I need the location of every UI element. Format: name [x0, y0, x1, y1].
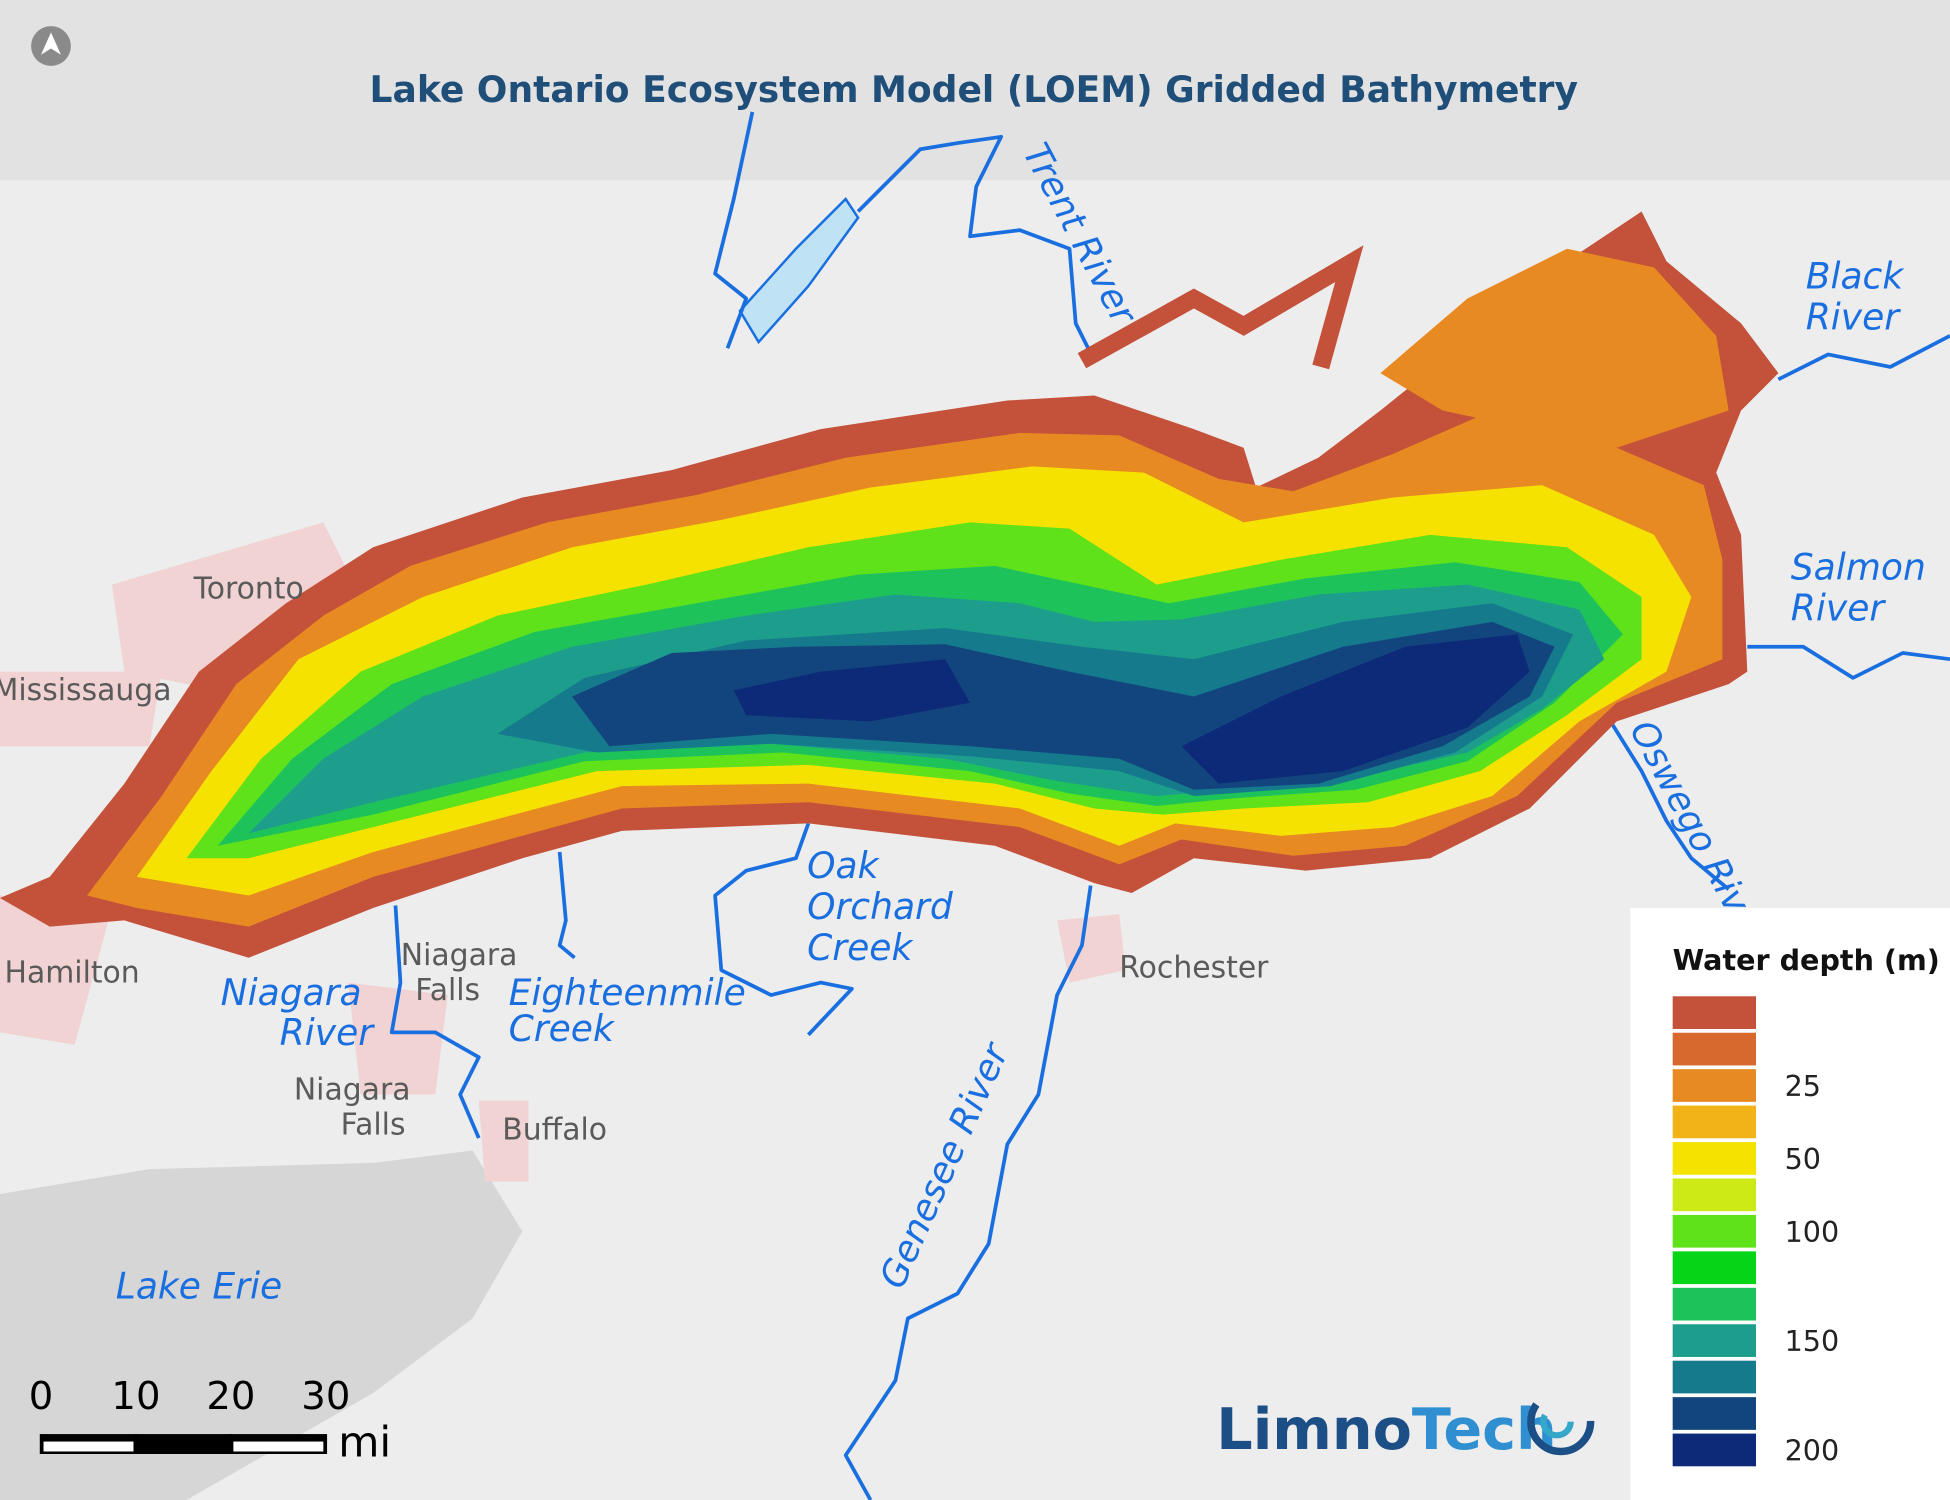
- legend-label: 100: [1785, 1215, 1840, 1249]
- logo: LimnoTech: [1216, 1397, 1557, 1463]
- scale-bar-label: 30: [301, 1374, 350, 1419]
- depth-band: [1181, 634, 1530, 784]
- legend-swatch: [1672, 1324, 1756, 1357]
- place-label-line: Niagara: [294, 1073, 411, 1108]
- legend-swatch: [1672, 1287, 1756, 1321]
- scale-bar-label: 10: [111, 1374, 160, 1419]
- legend-label: 150: [1785, 1324, 1840, 1358]
- legend-swatch: [1672, 1214, 1756, 1248]
- river: [389, 905, 481, 1139]
- legend-swatch: [1672, 996, 1756, 1029]
- lake: [738, 197, 860, 345]
- river: [1777, 334, 1950, 382]
- river: [713, 111, 755, 349]
- water-label-line: River: [1791, 588, 1887, 630]
- north-arrow-head: [41, 32, 61, 55]
- legend-label: 25: [1785, 1069, 1821, 1103]
- urban-area: [1057, 914, 1126, 983]
- river: [713, 822, 854, 1037]
- legend-title: Water depth (m): [1673, 943, 1940, 977]
- legend: Water depth (m) 25 50 100 150 200: [1630, 907, 1950, 1500]
- water-label: Black River: [1806, 256, 1915, 339]
- logo-part: Limno: [1216, 1397, 1412, 1463]
- logo-ring: [1527, 1388, 1595, 1456]
- logo-ring: [1540, 1404, 1574, 1439]
- water-label: Lake Erie: [116, 1266, 282, 1308]
- legend-swatch: [1672, 1360, 1756, 1394]
- legend-swatch: [1672, 1142, 1756, 1175]
- water-label: Oak Orchard Creek: [807, 845, 964, 969]
- water-label-line: River: [1806, 297, 1902, 339]
- water-label-line: Creek: [509, 1008, 616, 1050]
- river: [1747, 644, 1950, 680]
- legend-swatch: [1672, 1251, 1756, 1285]
- map-title: Lake Ontario Ecosystem Model (LOEM) Grid…: [370, 69, 1578, 111]
- place-label-line: Falls: [341, 1107, 406, 1142]
- river: [856, 134, 1097, 362]
- scale-bar-segment: [43, 1441, 134, 1452]
- place-label: Rochester: [1119, 951, 1269, 986]
- place-label: Hamilton: [5, 956, 140, 991]
- water-label: Niagara River: [221, 972, 376, 1054]
- river: [557, 851, 576, 960]
- place-label: Mississauga: [0, 673, 172, 708]
- rivers: [389, 111, 1950, 1500]
- logo-mark: [1527, 1388, 1595, 1456]
- legend-swatch: [1672, 1433, 1756, 1467]
- water-label-line: Oak: [807, 845, 880, 887]
- legend-swatch: [1672, 1069, 1756, 1102]
- title-band: [0, 0, 1950, 181]
- scale-bar-label: 20: [206, 1374, 255, 1419]
- urban-areas: [0, 522, 1126, 1182]
- scale-bar-segment: [233, 1441, 324, 1452]
- water-label: Salmon River: [1791, 547, 1937, 630]
- place-label: Buffalo: [502, 1112, 607, 1147]
- water-label-line: Black: [1806, 256, 1906, 298]
- place-label-line: Niagara: [401, 938, 518, 973]
- water-label-line: Creek: [807, 927, 914, 969]
- river: [1608, 720, 1730, 891]
- urban-area: [348, 982, 448, 1095]
- water-label-line: Orchard: [807, 886, 954, 928]
- scale-bar-label: 0: [29, 1374, 54, 1419]
- legend-swatch: [1672, 1397, 1756, 1430]
- legend-swatch: [1672, 1032, 1756, 1066]
- legend-label: 50: [1785, 1142, 1821, 1176]
- place-label: Toronto: [193, 571, 304, 606]
- water-label: Eighteenmile Creek: [509, 972, 758, 1050]
- water-label-line: Niagara: [221, 972, 362, 1014]
- legend-label: 200: [1785, 1434, 1840, 1468]
- water-label-line: River: [280, 1012, 376, 1054]
- urban-area: [478, 1100, 529, 1182]
- north-arrow: [31, 26, 71, 66]
- legend-swatch: [1672, 1178, 1756, 1212]
- scale-bar-unit: mi: [338, 1417, 391, 1466]
- legend-swatch: [1672, 1105, 1756, 1139]
- lake-erie: [0, 1150, 523, 1500]
- place-label-line: Falls: [415, 973, 480, 1008]
- river: [843, 885, 1093, 1500]
- lake-ontario: [0, 211, 1779, 958]
- place-label: Niagara Falls: [294, 1073, 420, 1143]
- depth-band: [733, 659, 971, 722]
- urban-area: [0, 671, 162, 747]
- scale-bar-segment: [138, 1436, 229, 1447]
- water-label-line: Eighteenmile: [509, 972, 746, 1014]
- depth-band: [1077, 245, 1364, 370]
- place-label: Niagara Falls: [401, 938, 527, 1008]
- depth-band: [1380, 248, 1729, 448]
- water-label-line: Salmon: [1791, 547, 1926, 589]
- urban-area: [0, 895, 112, 1045]
